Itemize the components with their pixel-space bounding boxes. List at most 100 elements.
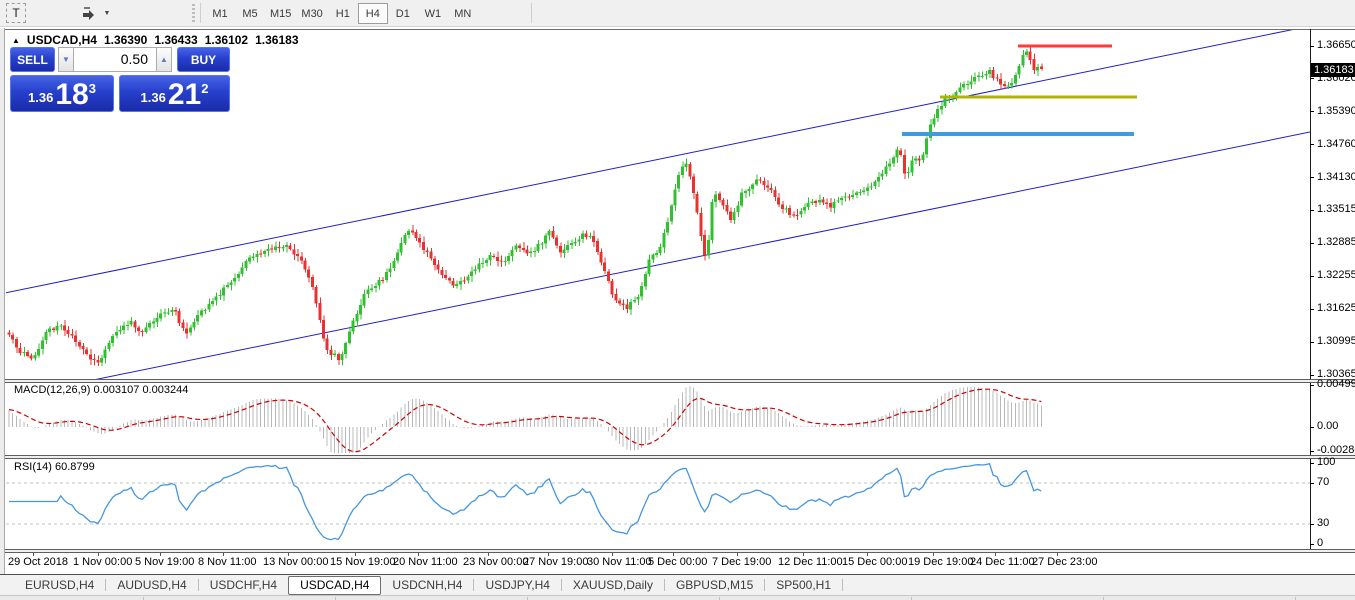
price-axis-label: 1.34760 (1317, 138, 1355, 150)
toolbar: T ▼ M1 M5 M15 M30 H1 H4 D1 W1 MN (0, 0, 1355, 27)
tabbar-top-line (0, 574, 1355, 575)
time-tick (223, 553, 224, 556)
timeframe-m15[interactable]: M15 (270, 8, 292, 20)
candlestick-series (7, 47, 1043, 366)
volume-decrease-button[interactable]: ▼ (58, 47, 74, 72)
time-tick (867, 553, 868, 556)
timeframe-mn[interactable]: MN (454, 8, 472, 20)
buy-price-button[interactable]: 1.36 21 2 (119, 75, 230, 112)
ohlc-close: 1.36183 (255, 33, 299, 47)
ohlc-open: 1.36390 (103, 33, 148, 47)
chart-tab-xauusd[interactable]: XAUUSD,Daily (572, 578, 653, 592)
chart-tab-usdcad[interactable]: USDCAD,H4 (288, 575, 382, 595)
rsi-axis-label: 100 (1317, 456, 1336, 468)
chart-tab-eurusd[interactable]: EURUSD,H4 (25, 578, 95, 592)
time-axis-label: 12 Dec 11:00 (778, 556, 843, 568)
timeframe-h1[interactable]: H1 (335, 8, 350, 20)
sell-button[interactable]: SELL (10, 47, 55, 72)
text-tool-icon[interactable]: T (6, 3, 26, 23)
time-axis[interactable]: 29 Oct 2018 1 Nov 00:00 5 Nov 19:00 8 Nov 1… (5, 553, 1355, 574)
time-axis-label: 30 Nov 11:00 (587, 556, 652, 568)
price-axis-label: 1.30995 (1317, 335, 1355, 347)
strip-notch (1295, 597, 1296, 600)
chart-tab-usdjpy[interactable]: USDJPY,H4 (485, 578, 550, 592)
chart-tab-sp500[interactable]: SP500,H1 (776, 578, 831, 592)
timeframe-buttons: M1 M5 M15 M30 H1 H4 D1 W1 MN (205, 3, 478, 24)
price-axis-label: 1.36020 (1317, 72, 1355, 84)
buy-button[interactable]: BUY (177, 47, 230, 72)
price-tick (1310, 276, 1314, 277)
chart-header: ▲ USDCAD,H4 1.36390 1.36433 1.36102 1.36… (12, 33, 299, 47)
price-tick (1310, 177, 1314, 178)
ohlc-low: 1.36102 (204, 33, 249, 47)
toolbar-grip[interactable] (192, 4, 195, 22)
timeframe-m30[interactable]: M30 (301, 8, 323, 20)
time-tick (418, 553, 419, 556)
panel-divider[interactable] (5, 379, 1355, 383)
sell-price-prefix: 1.36 (28, 90, 54, 105)
timeframe-m1[interactable]: M1 (212, 8, 228, 20)
time-axis-label: 5 Dec 00:00 (648, 556, 708, 568)
time-tick (160, 553, 161, 556)
ohlc-high: 1.36433 (154, 33, 198, 47)
chart-tab-gbpusd[interactable]: GBPUSD,M15 (675, 578, 754, 592)
strip-notch (143, 597, 144, 600)
strip-notch (335, 597, 336, 600)
time-tick (612, 553, 613, 556)
price-axis-label: 1.32885 (1317, 236, 1355, 248)
time-axis-label: 27 Dec 23:00 (1032, 556, 1098, 568)
sell-price-button[interactable]: 1.36 18 3 (10, 75, 114, 112)
arrange-arrows-icon[interactable] (78, 3, 100, 23)
timeframe-w1[interactable]: W1 (424, 8, 442, 20)
time-tick (33, 553, 34, 556)
price-tick (1310, 46, 1314, 47)
rsi-canvas[interactable] (6, 459, 1310, 550)
time-axis-label: 29 Oct 2018 (8, 556, 68, 568)
macd-axis-label: 0.00 (1317, 420, 1339, 432)
chart-tab-usdchf[interactable]: USDCHF,H4 (209, 578, 278, 592)
time-axis-label: 15 Nov 19:00 (330, 556, 396, 568)
timeframe-d1[interactable]: D1 (395, 8, 410, 20)
bottom-strip (0, 595, 1355, 600)
time-tick (673, 553, 674, 556)
panel-divider[interactable] (5, 455, 1355, 459)
volume-increase-button[interactable]: ▲ (156, 47, 172, 72)
horizontal-lines[interactable] (902, 44, 1137, 136)
strip-notch (1103, 597, 1104, 600)
volume-input[interactable]: 0.50 (73, 47, 157, 72)
sell-price-sup: 3 (88, 81, 96, 96)
time-axis-label: 5 Nov 19:00 (135, 556, 195, 568)
rsi-axis-label: 70 (1317, 476, 1330, 488)
trend-channel[interactable] (6, 30, 1310, 379)
macd-histogram (8, 386, 1042, 453)
dropdown-caret-icon[interactable]: ▼ (103, 9, 111, 17)
price-axis-label: 1.30365 (1317, 368, 1355, 380)
chart-tab-usdcnh[interactable]: USDCNH,H4 (392, 578, 463, 592)
price-chart-canvas[interactable] (6, 30, 1310, 379)
current-price-tag: 1.36183 (1311, 63, 1355, 77)
rsi-line (9, 462, 1042, 541)
price-tick (1310, 144, 1314, 145)
time-tick (737, 553, 738, 556)
price-tick (1310, 342, 1314, 343)
toolbar-separator (200, 3, 201, 23)
time-tick (98, 553, 99, 556)
price-axis-label: 1.32255 (1317, 269, 1355, 281)
toolbar-separator (531, 3, 532, 23)
time-tick (548, 553, 549, 556)
price-tick (1310, 309, 1314, 310)
time-tick (355, 553, 356, 556)
collapse-triangle-icon[interactable]: ▲ (12, 35, 20, 45)
timeframe-h4[interactable]: H4 (357, 3, 388, 24)
macd-label: MACD(12,26,9) 0.003107 0.003244 (14, 384, 189, 396)
macd-canvas[interactable] (6, 381, 1310, 455)
macd-signal-line (8, 388, 1042, 453)
time-axis-label: 8 Nov 11:00 (198, 556, 257, 568)
timeframe-m5[interactable]: M5 (242, 8, 258, 20)
time-axis-label: 7 Dec 19:00 (712, 556, 772, 568)
time-axis-label: 19 Dec 19:00 (908, 556, 974, 568)
chart-tab-audusd[interactable]: AUDUSD,H4 (117, 578, 187, 592)
panel-divider (5, 549, 1355, 553)
tab-separator (105, 579, 107, 591)
time-tick (288, 553, 289, 556)
